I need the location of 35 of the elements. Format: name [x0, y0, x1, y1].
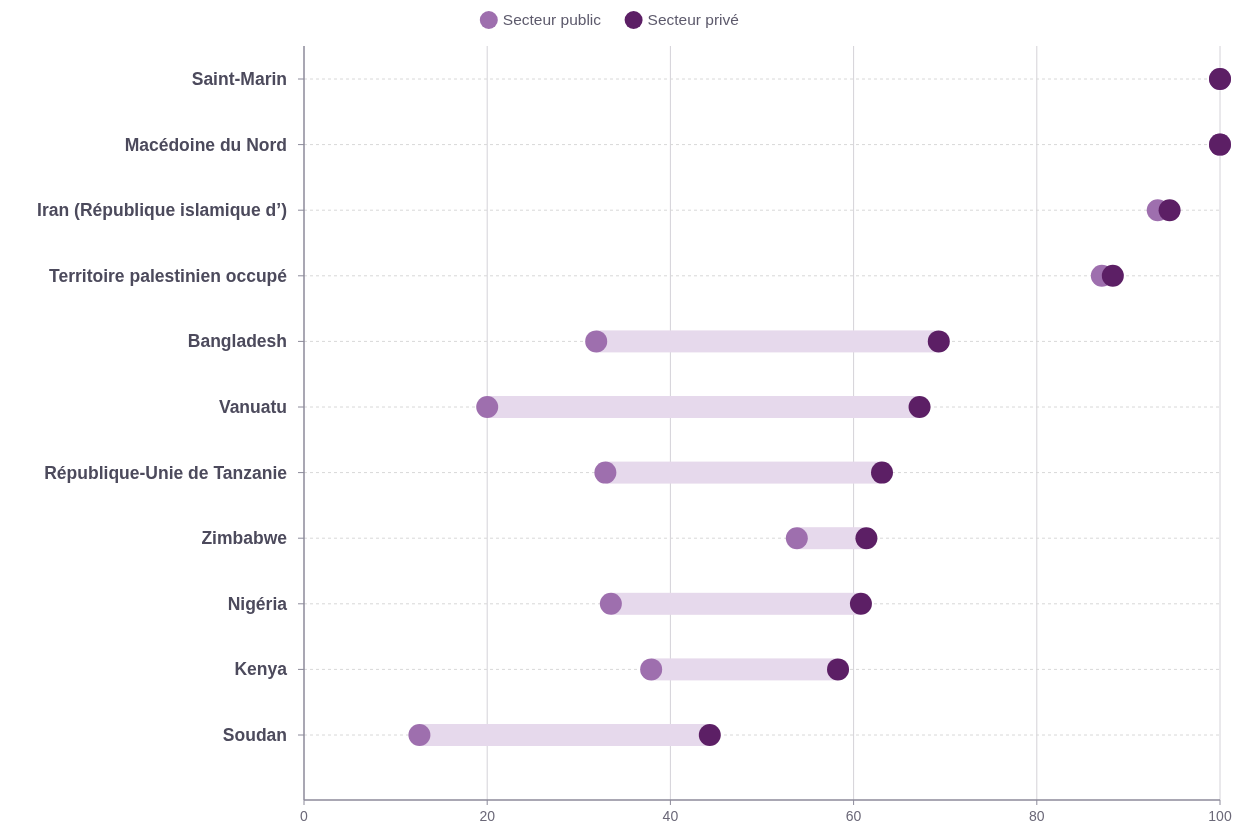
x-tick-label: 100: [1208, 808, 1232, 823]
point: [585, 330, 608, 353]
y-tick-label: Nigéria: [227, 593, 288, 614]
y-tick-label: Kenya: [234, 659, 288, 680]
point: [827, 658, 850, 681]
x-tick-label: 0: [300, 808, 309, 823]
y-tick-label: Iran (République islamique d’): [37, 200, 287, 221]
x-tick-label: 80: [1029, 808, 1045, 823]
y-tick-label: Soudan: [222, 725, 287, 745]
x-tick-label: 40: [662, 808, 679, 823]
y-tick-label: Zimbabwe: [201, 528, 288, 549]
y-tick-label: Bangladesh: [187, 331, 287, 352]
point: [785, 527, 808, 550]
x-tick-label: 20: [479, 808, 496, 823]
point: [1101, 264, 1124, 287]
legend-label: Secteur public: [502, 11, 602, 28]
point: [908, 396, 931, 418]
y-tick-label: Macédoine du Nord: [124, 134, 287, 155]
y-tick-label: Vanuatu: [218, 397, 287, 417]
point: [640, 658, 663, 681]
point: [476, 396, 499, 418]
point: [594, 461, 617, 484]
point: [927, 330, 950, 353]
point: [855, 527, 878, 550]
y-tick-label: Saint-Marin: [191, 69, 287, 89]
x-tick-label: 60: [845, 808, 862, 823]
y-tick-label: Territoire palestinien occupé: [49, 265, 288, 286]
point: [849, 592, 872, 615]
point: [599, 592, 622, 615]
point: [408, 724, 431, 746]
point: [871, 461, 893, 484]
point: [698, 724, 721, 746]
y-tick-label: République-Unie de Tanzanie: [44, 462, 288, 483]
legend-label: Secteur privé: [647, 11, 739, 28]
point: [1158, 199, 1181, 222]
